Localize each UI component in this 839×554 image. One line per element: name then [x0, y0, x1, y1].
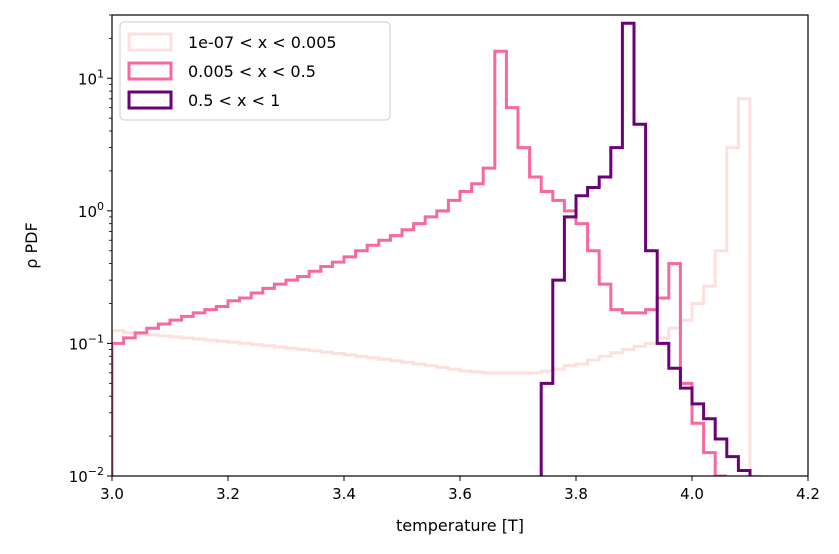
x-tick-label: 4.0: [680, 485, 704, 503]
x-axis-label: temperature [T]: [396, 516, 524, 535]
y-tick-exponent: −1: [88, 332, 104, 345]
y-axis-label: ρ PDF: [22, 222, 41, 268]
legend-box: [119, 21, 391, 121]
legend-label-2: 0.005 < x < 0.5: [188, 62, 316, 81]
legend-label-1: 1e-07 < x < 0.005: [188, 33, 337, 52]
y-tick-base: 10: [69, 468, 88, 486]
series-2-step-line: [112, 49, 727, 476]
y-tick-label: 10−1: [69, 332, 104, 353]
series-3-step-line: [539, 21, 752, 476]
legend-swatch-3: [127, 90, 173, 110]
legend-swatch-2: [127, 61, 173, 81]
y-tick-exponent: 1: [97, 67, 104, 80]
y-tick-exponent: 0: [97, 200, 104, 213]
legend: 1e-07 < x < 0.005 0.005 < x < 0.5 0.5 < x …: [119, 21, 391, 121]
legend-swatch-1: [127, 32, 173, 52]
y-tick-label: 100: [78, 200, 104, 221]
x-tick-label: 3.0: [100, 485, 124, 503]
y-tick-exponent: −2: [88, 465, 104, 478]
legend-label-3: 0.5 < x < 1: [188, 91, 280, 110]
y-tick-label: 101: [78, 67, 104, 88]
x-tick-label: 3.4: [332, 485, 356, 503]
series-1-step-line: [112, 97, 762, 476]
x-tick-label: 4.2: [796, 485, 820, 503]
y-tick-base: 10: [78, 203, 97, 221]
y-tick-label: 10−2: [69, 465, 104, 486]
series-layer: [112, 21, 762, 476]
x-tick-label: 3.2: [216, 485, 240, 503]
y-tick-base: 10: [69, 335, 88, 353]
x-tick-label: 3.8: [564, 485, 588, 503]
y-tick-base: 10: [78, 70, 97, 88]
x-tick-label: 3.6: [448, 485, 472, 503]
x-axis-ticks: 3.0 3.2 3.4 3.6 3.8 4.0 4.2: [100, 476, 820, 503]
